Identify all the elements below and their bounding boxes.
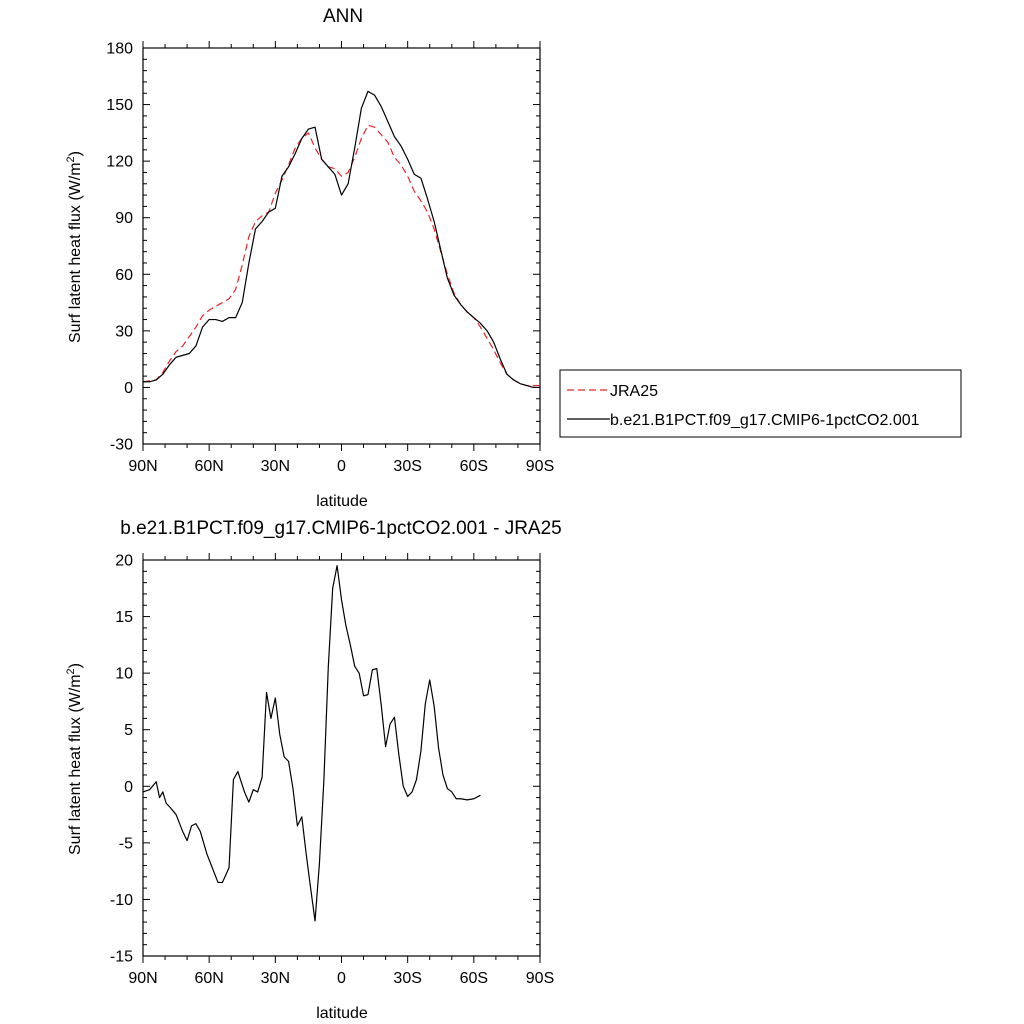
- panel-bottom: b.e21.B1PCT.f09_g17.CMIP6-1pctCO2.001 - …: [65, 518, 562, 1022]
- x-tick-label: 30N: [261, 970, 290, 987]
- chart-title: b.e21.B1PCT.f09_g17.CMIP6-1pctCO2.001 - …: [120, 518, 561, 539]
- x-tick-label: 60S: [460, 970, 488, 987]
- y-axis-ticks: 20 15 10 5 0 -5 -10 -15: [110, 553, 540, 966]
- x-axis-label: latitude: [316, 1005, 368, 1022]
- chart-title: ANN: [323, 6, 363, 27]
- x-tick-label: 0: [337, 458, 346, 475]
- series-group: [142, 90, 540, 389]
- series-group: [142, 565, 481, 922]
- x-axis-ticks: 90N 60N 30N 0 30S 60S 90S: [128, 41, 554, 475]
- legend-label-model: b.e21.B1PCT.f09_g17.CMIP6-1pctCO2.001: [610, 412, 920, 429]
- y-tick-label: 120: [106, 154, 133, 171]
- y-axis-ticks: 180 150 120 90 60 30 0 -30: [106, 41, 540, 454]
- x-tick-label: 90N: [128, 458, 157, 475]
- x-tick-label: 60N: [194, 970, 223, 987]
- x-tick-label: 90S: [526, 970, 554, 987]
- legend-label-jra25: JRA25: [610, 383, 658, 400]
- plot-frame: [142, 559, 541, 957]
- y-axis-label-text: Surf latent heat flux (W/m: [67, 162, 84, 343]
- x-axis-label: latitude: [316, 493, 368, 510]
- series-line-difference: [142, 565, 481, 922]
- x-tick-label: 0: [337, 970, 346, 987]
- panel-top: ANN 180 150 120 90 60 30 0 -30 90N 60N 30N 0 30S 60S…: [65, 6, 554, 510]
- y-tick-label: 60: [115, 267, 133, 284]
- x-tick-label: 60N: [194, 458, 223, 475]
- y-axis-label-superscript: 2: [65, 156, 77, 162]
- x-tick-label: 30N: [261, 458, 290, 475]
- y-tick-label: 30: [115, 323, 133, 340]
- legend-box: [559, 369, 962, 438]
- y-axis-label: Surf latent heat flux (W/m2): [65, 663, 84, 855]
- y-tick-label: -15: [110, 949, 133, 966]
- series-line-jra25: [142, 124, 540, 387]
- series-line-b-e21-b1pct-f09-g17-cmip6-1pctco2-001: [143, 90, 540, 389]
- plot-frame: [142, 47, 541, 445]
- x-tick-label: 90N: [128, 970, 157, 987]
- y-tick-label: 15: [115, 609, 133, 626]
- x-tick-label: 60S: [460, 458, 488, 475]
- y-axis-label-text: Surf latent heat flux (W/m: [67, 674, 84, 855]
- x-tick-label: 90S: [526, 458, 554, 475]
- y-axis-label-close: ): [67, 151, 84, 156]
- y-tick-label: 20: [115, 553, 133, 570]
- y-axis-label: Surf latent heat flux (W/m2): [65, 151, 84, 343]
- y-tick-label: 0: [124, 779, 133, 796]
- y-axis-label-superscript: 2: [65, 668, 77, 674]
- y-tick-label: -5: [119, 835, 133, 852]
- y-tick-label: -30: [110, 437, 133, 454]
- y-axis-label-close: ): [67, 663, 84, 668]
- x-tick-label: 30S: [393, 458, 421, 475]
- y-tick-label: 150: [106, 97, 133, 114]
- y-tick-label: 5: [124, 722, 133, 739]
- y-tick-label: -10: [110, 892, 133, 909]
- x-tick-label: 30S: [393, 970, 421, 987]
- y-tick-label: 0: [124, 380, 133, 397]
- y-tick-label: 90: [115, 210, 133, 227]
- x-axis-ticks: 90N 60N 30N 0 30S 60S 90S: [128, 553, 554, 987]
- y-tick-label: 180: [106, 41, 133, 58]
- legend: JRA25 b.e21.B1PCT.f09_g17.CMIP6-1pctCO2.…: [559, 369, 962, 438]
- y-tick-label: 10: [115, 666, 133, 683]
